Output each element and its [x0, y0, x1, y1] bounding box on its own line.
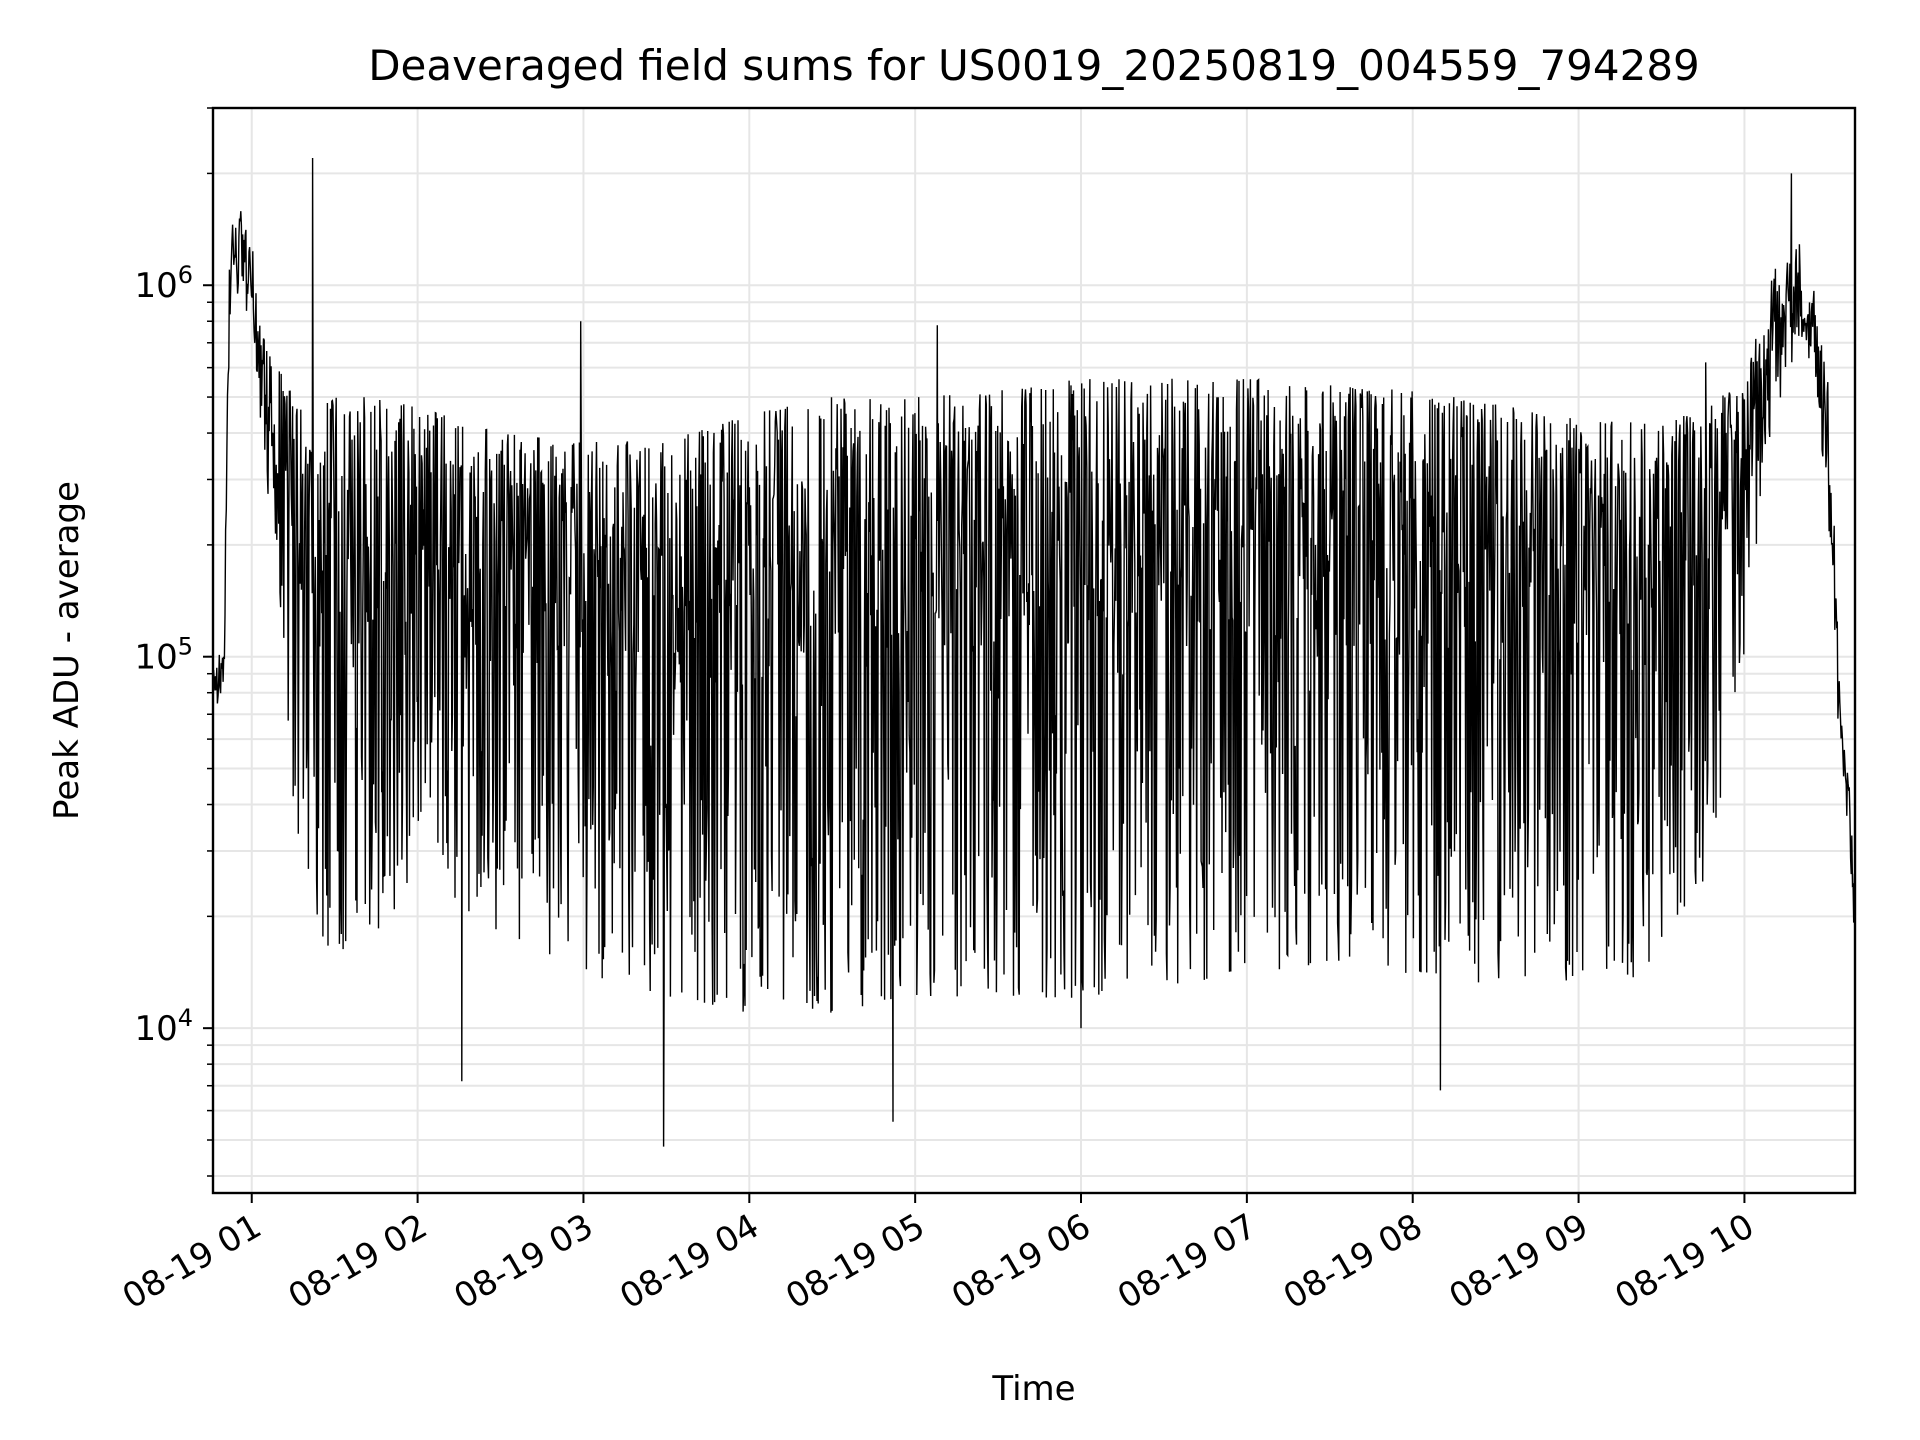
data-series [212, 157, 1856, 1147]
x-tick-label: 08-19 01 [116, 1206, 268, 1317]
series-line [212, 157, 1856, 1147]
x-axis-title: Time [991, 1369, 1075, 1409]
x-tick-label: 08-19 09 [1443, 1206, 1595, 1317]
plot-frame [211, 106, 1857, 1195]
y-axis-title: Peak ADU - average [47, 481, 87, 820]
x-tick-label: 08-19 08 [1277, 1206, 1429, 1317]
x-axis: 08-19 01 08-19 02 08-19 03 08-19 04 08-19 05… [116, 1193, 1761, 1317]
x-tick-label: 08-19 05 [779, 1206, 931, 1317]
x-tick-label: 08-19 02 [282, 1206, 434, 1317]
x-tick-label: 08-19 04 [613, 1206, 765, 1317]
y-tick-label: 104 [134, 1004, 193, 1049]
y-tick-label: 105 [134, 633, 193, 678]
x-tick-label: 08-19 06 [945, 1206, 1097, 1317]
chart-title: Deaveraged field sums for US0019_2025081… [368, 41, 1700, 90]
y-axis: 104 105 106 [134, 107, 213, 1177]
x-tick-label: 08-19 07 [1111, 1206, 1263, 1317]
x-tick-label: 08-19 10 [1609, 1206, 1761, 1317]
y-tick-label: 106 [134, 261, 193, 306]
x-tick-label: 08-19 03 [448, 1206, 600, 1317]
